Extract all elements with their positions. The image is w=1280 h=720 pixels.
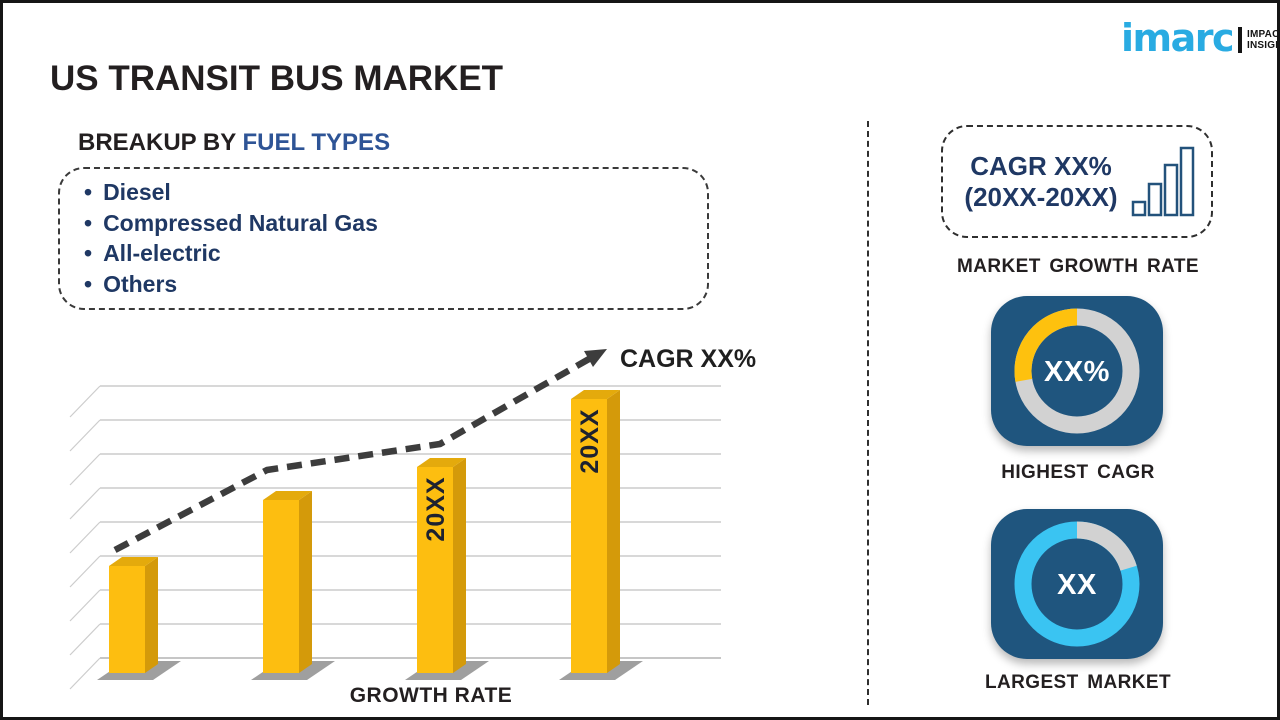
chart-bars: 20XX 20XX bbox=[97, 390, 643, 680]
bar-top-face bbox=[263, 491, 312, 500]
largest-market-donut-chart: XX bbox=[1014, 521, 1140, 647]
fuel-types-box: DieselCompressed Natural GasAll-electric… bbox=[58, 167, 709, 310]
highest-cagr-donut-chart: XX% bbox=[1014, 308, 1140, 434]
grid-depth-line bbox=[69, 521, 101, 554]
donut-track-arc bbox=[1076, 521, 1137, 572]
grid-depth-line bbox=[69, 487, 101, 520]
breakup-heading-highlight: FUEL TYPES bbox=[242, 129, 391, 156]
bar-top-face bbox=[109, 557, 158, 566]
grid-depth-line bbox=[69, 385, 101, 418]
bar-label: 20XX bbox=[576, 408, 604, 473]
chart-grid bbox=[69, 385, 721, 690]
bar-side-face bbox=[453, 458, 466, 673]
largest-market-caption: LARGEST MARKET bbox=[985, 672, 1171, 693]
logo-divider-bar bbox=[1238, 27, 1243, 53]
fuel-type-item: Others bbox=[84, 269, 707, 300]
imarc-wordmark: imarc bbox=[1121, 16, 1235, 60]
largest-market-tile: XX bbox=[991, 509, 1163, 659]
ascending-bar-chart-icon bbox=[1131, 146, 1195, 216]
bar-side-face bbox=[145, 557, 158, 673]
grid-depth-line bbox=[69, 419, 101, 452]
market-growth-rate-box: CAGR XX% (20XX-20XX) bbox=[941, 125, 1213, 238]
grid-depth-line bbox=[69, 453, 101, 486]
grid-depth-line bbox=[69, 623, 101, 656]
donut-filled-arc bbox=[1014, 308, 1078, 382]
logo-tagline: IMPACTFUL INSIGHTS bbox=[1247, 29, 1280, 51]
imarc-logo: imarc IMPACTFUL INSIGHTS bbox=[1121, 16, 1280, 60]
breakup-heading-prefix: BREAKUP BY bbox=[78, 129, 243, 156]
cagr-box-text: CAGR XX% (20XX-20XX) bbox=[951, 151, 1131, 213]
market-growth-rate-caption: MARKET GROWTH RATE bbox=[957, 256, 1199, 277]
fuel-type-item: All-electric bbox=[84, 238, 707, 269]
logo-tagline-line1: IMPACTFUL bbox=[1247, 29, 1280, 40]
bar-front-face bbox=[417, 467, 453, 673]
highest-cagr-value: XX% bbox=[1044, 356, 1110, 388]
bar-front-face bbox=[109, 566, 145, 673]
fuel-type-item: Compressed Natural Gas bbox=[84, 208, 707, 239]
trend-arrowhead-icon bbox=[584, 349, 607, 367]
trend-dashed-line bbox=[113, 356, 591, 553]
fuel-type-item: Diesel bbox=[84, 177, 707, 208]
cagr-box-line2: (20XX-20XX) bbox=[964, 181, 1118, 212]
trend-line-group bbox=[113, 349, 607, 553]
highest-cagr-tile: XX% bbox=[991, 296, 1163, 446]
bar-front-face bbox=[263, 500, 299, 673]
bar-side-face bbox=[607, 390, 620, 673]
breakup-heading: BREAKUP BY FUEL TYPES bbox=[78, 129, 390, 157]
logo-tagline-line2: INSIGHTS bbox=[1247, 40, 1277, 51]
largest-market-value: XX bbox=[1057, 569, 1097, 601]
page-title: US TRANSIT BUS MARKET bbox=[50, 59, 504, 98]
section-divider bbox=[867, 121, 869, 705]
bar-top-face bbox=[417, 458, 466, 467]
bar-top-face bbox=[571, 390, 620, 399]
fuel-types-list: DieselCompressed Natural GasAll-electric… bbox=[60, 177, 707, 299]
grid-depth-line bbox=[69, 657, 101, 690]
bar-front-face bbox=[571, 399, 607, 673]
trend-label: CAGR XX% bbox=[620, 345, 756, 373]
growth-rate-chart: 20XX 20XX CAGR XX% GROWTH RATE bbox=[69, 345, 756, 707]
x-axis-label: GROWTH RATE bbox=[350, 684, 513, 707]
highest-cagr-caption: HIGHEST CAGR bbox=[1001, 462, 1155, 483]
grid-depth-line bbox=[69, 555, 101, 588]
bar-side-face bbox=[299, 491, 312, 673]
bar-label: 20XX bbox=[422, 476, 450, 541]
cagr-box-line1: CAGR XX% bbox=[970, 150, 1112, 181]
grid-depth-line bbox=[69, 589, 101, 622]
